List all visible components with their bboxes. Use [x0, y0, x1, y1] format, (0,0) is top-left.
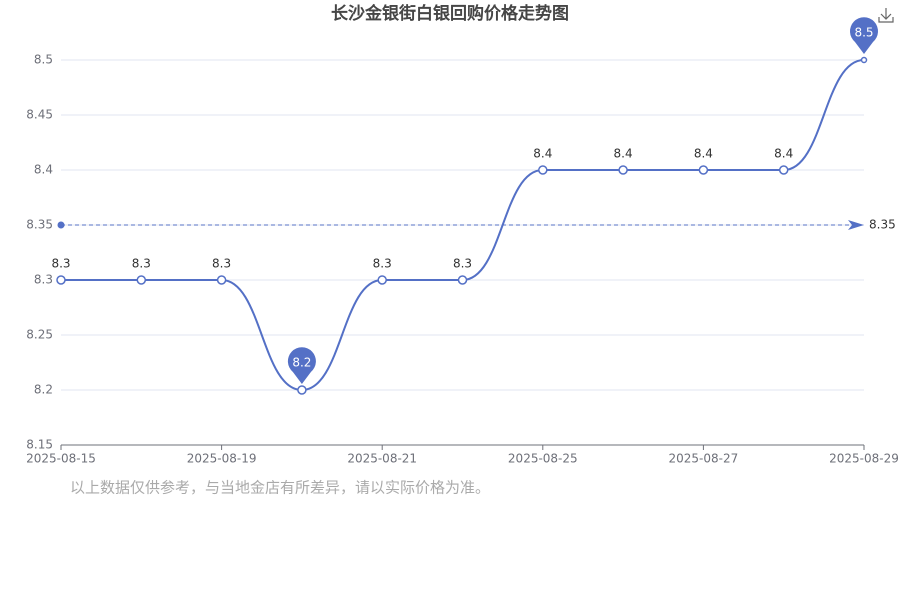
point	[618, 165, 628, 175]
point	[538, 165, 548, 175]
point	[297, 385, 307, 395]
point	[457, 275, 468, 285]
pin	[850, 17, 879, 54]
y-tick-label: 8.2	[34, 383, 53, 397]
x-tick-label: 2025-08-21	[347, 452, 417, 466]
x-tick-label: 2025-08-19	[187, 452, 257, 466]
pin-label: 8.5	[854, 26, 873, 40]
data-label: 8.4	[774, 147, 793, 161]
data-label: 8.4	[694, 147, 713, 161]
data-label: 8.3	[212, 257, 231, 271]
y-tick-label: 8.4	[34, 163, 53, 177]
download-icon[interactable]	[878, 8, 894, 23]
data-label: 8.4	[614, 147, 633, 161]
data-label: 8.3	[453, 257, 472, 271]
point	[778, 165, 789, 175]
pin-label: 8.2	[292, 356, 311, 370]
note: 以上数据仅供参考，与当地金店有所差异，请以实际价格为准。	[70, 479, 490, 497]
y-tick-label: 8.35	[26, 218, 53, 232]
y-tick-label: 8.45	[26, 108, 53, 122]
data-label: 8.3	[373, 257, 392, 271]
data-label: 8.3	[51, 257, 70, 271]
average-label: 8.35	[869, 218, 896, 232]
point	[860, 56, 868, 64]
data-label: 8.3	[132, 257, 151, 271]
x-tick-label: 2025-08-25	[508, 452, 578, 466]
pin	[287, 347, 316, 384]
point	[698, 165, 709, 175]
average-start	[57, 221, 65, 229]
x-tick-label: 2025-08-27	[669, 452, 739, 466]
chart-title: 长沙金银街白银回购价格走势图	[331, 3, 569, 24]
point	[216, 275, 227, 285]
data-label: 8.4	[533, 147, 552, 161]
y-tick-label: 8.25	[26, 328, 53, 342]
y-tick-label: 8.15	[26, 438, 53, 452]
y-tick-label: 8.3	[34, 273, 53, 287]
x-tick-label: 2025-08-29	[829, 452, 899, 466]
point	[136, 275, 147, 285]
average-arrow	[848, 220, 864, 230]
point	[56, 275, 66, 285]
point	[377, 275, 387, 285]
y-tick-label: 8.5	[34, 53, 53, 67]
x-tick-label: 2025-08-15	[26, 452, 96, 466]
